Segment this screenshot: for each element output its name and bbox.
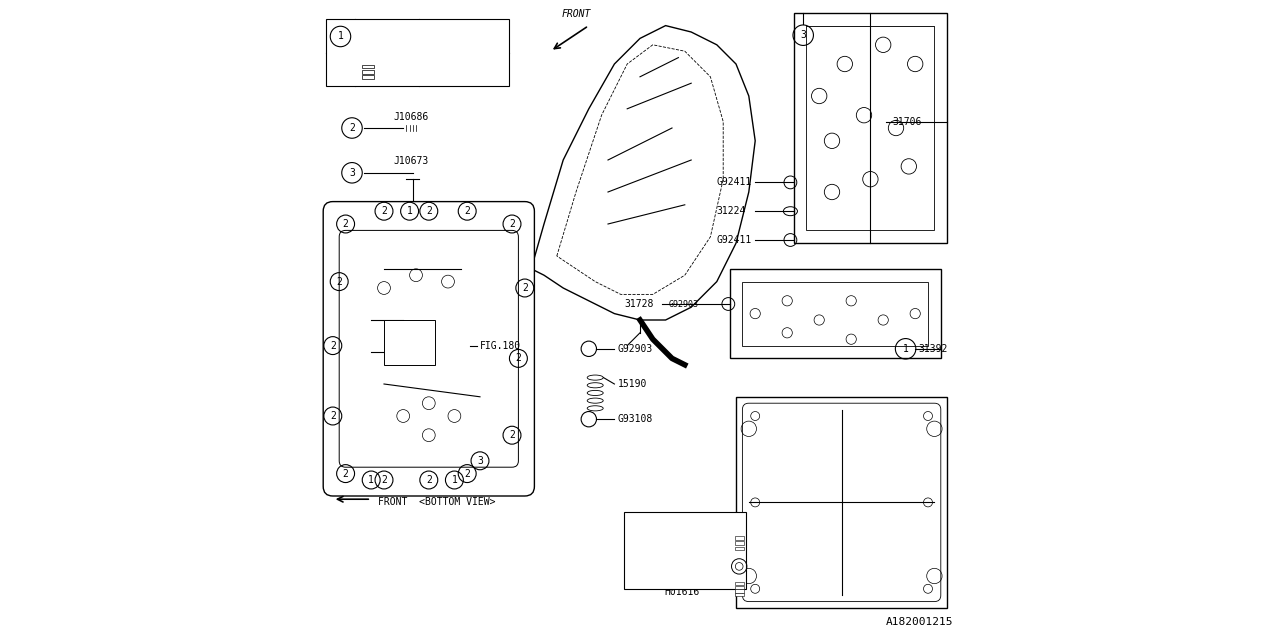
- Text: J10673: J10673: [394, 156, 429, 166]
- Bar: [735, 593, 744, 596]
- Text: G92411: G92411: [717, 177, 753, 188]
- Text: 2: 2: [516, 353, 521, 364]
- Text: ☷: ☷: [337, 64, 344, 74]
- Text: 2: 2: [426, 475, 431, 485]
- Text: 3: 3: [800, 30, 806, 40]
- Text: G92903: G92903: [668, 300, 699, 308]
- Bar: [362, 70, 375, 74]
- FancyBboxPatch shape: [326, 19, 508, 86]
- Text: 1: 1: [407, 206, 412, 216]
- Text: 2: 2: [330, 411, 335, 421]
- Text: 2: 2: [426, 206, 431, 216]
- Text: 2: 2: [343, 219, 348, 229]
- Text: 0104S*A: 0104S*A: [384, 28, 425, 38]
- Text: J10686: J10686: [394, 111, 429, 122]
- Text: G92903: G92903: [618, 344, 653, 354]
- Text: H01616: H01616: [664, 587, 700, 597]
- Bar: [735, 541, 744, 545]
- Text: 2: 2: [381, 206, 387, 216]
- Text: D91601: D91601: [664, 561, 700, 572]
- Text: G92411: G92411: [717, 235, 753, 245]
- Text: 2: 2: [349, 123, 355, 133]
- Text: 2: 2: [337, 276, 342, 287]
- Bar: [735, 536, 744, 540]
- Text: 2: 2: [343, 468, 348, 479]
- Text: 2: 2: [509, 430, 515, 440]
- Text: 2: 2: [465, 206, 470, 216]
- Bar: [362, 65, 375, 68]
- Text: 31706: 31706: [893, 116, 922, 127]
- Bar: [742, 282, 928, 346]
- Text: 1: 1: [902, 344, 909, 354]
- Bar: [735, 586, 744, 589]
- Text: ('17MY1611- >: ('17MY1611- >: [422, 62, 499, 72]
- Text: 31224: 31224: [717, 206, 746, 216]
- Text: FRONT  <BOTTOM VIEW>: FRONT <BOTTOM VIEW>: [378, 497, 495, 508]
- Text: 31392: 31392: [919, 344, 947, 354]
- Text: 2: 2: [381, 475, 387, 485]
- Text: FIG.180: FIG.180: [480, 340, 521, 351]
- Text: 1: 1: [452, 475, 457, 485]
- Text: 3: 3: [477, 456, 483, 466]
- Text: 1: 1: [369, 475, 374, 485]
- Text: 31728: 31728: [625, 299, 653, 309]
- Text: A182001215: A182001215: [886, 617, 954, 627]
- FancyBboxPatch shape: [742, 403, 941, 602]
- Bar: [625, 512, 745, 589]
- Bar: [735, 547, 744, 550]
- Text: 31225: 31225: [626, 515, 655, 525]
- Text: 15190: 15190: [618, 379, 646, 389]
- Text: A50686: A50686: [664, 536, 700, 546]
- Text: G93108: G93108: [618, 414, 653, 424]
- FancyBboxPatch shape: [339, 230, 518, 467]
- Bar: [362, 75, 375, 79]
- Text: 3: 3: [349, 168, 355, 178]
- Text: 2: 2: [522, 283, 527, 293]
- Bar: [384, 320, 435, 365]
- FancyBboxPatch shape: [323, 202, 535, 496]
- Text: < -'17MY1610>: < -'17MY1610>: [422, 28, 499, 38]
- Text: 2: 2: [330, 340, 335, 351]
- Bar: [735, 589, 744, 593]
- Bar: [806, 26, 934, 230]
- Text: FRONT: FRONT: [562, 9, 590, 19]
- Text: 2: 2: [509, 219, 515, 229]
- Text: 1: 1: [338, 31, 343, 42]
- Bar: [735, 582, 744, 585]
- Text: 2: 2: [465, 468, 470, 479]
- Text: J20602: J20602: [384, 62, 420, 72]
